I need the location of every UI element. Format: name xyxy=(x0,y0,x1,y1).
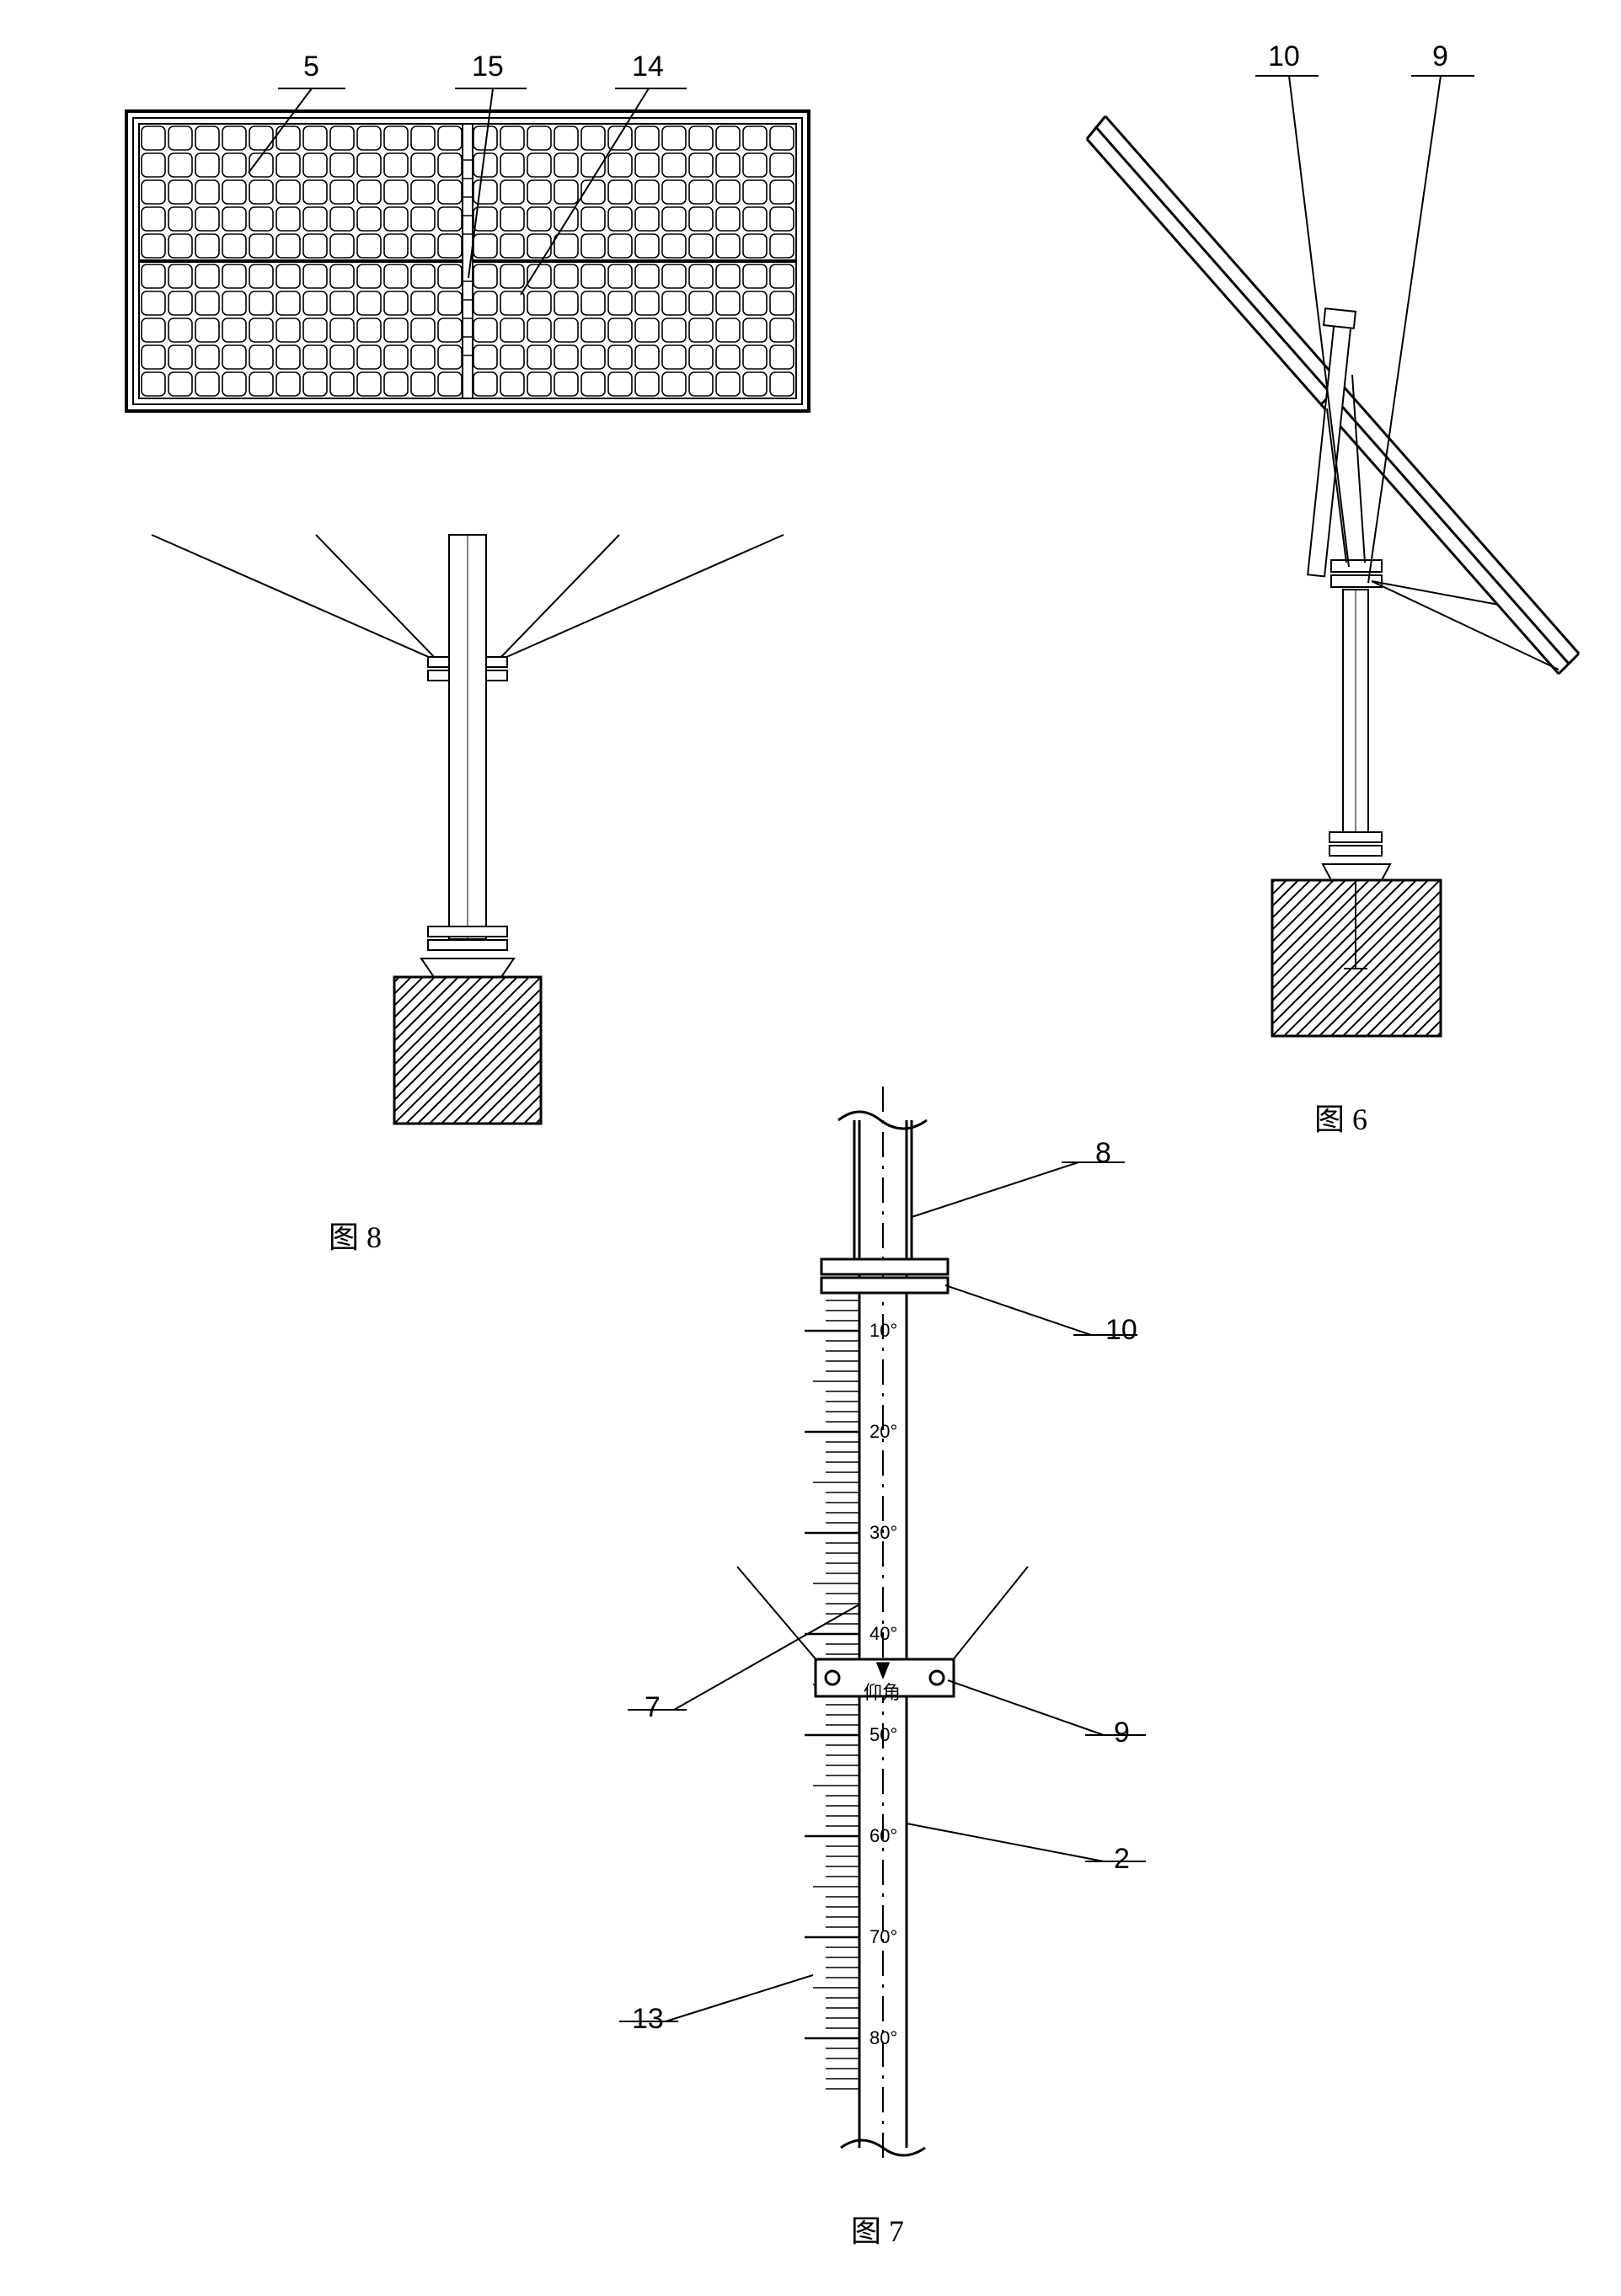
page: 5 15 14 图 8 xyxy=(17,17,1604,2279)
svg-text:70°: 70° xyxy=(869,1926,897,1947)
fig6-callout-10: 10 xyxy=(1268,40,1300,73)
fig8-label: 图 8 xyxy=(329,1213,382,1257)
fig7-callout-8: 8 xyxy=(1095,1137,1111,1170)
fig8-callout-14: 14 xyxy=(632,51,664,83)
svg-text:10°: 10° xyxy=(869,1320,897,1341)
fig7-callout-7: 7 xyxy=(645,1691,661,1724)
fig8-callout-15: 15 xyxy=(472,51,504,83)
svg-text:50°: 50° xyxy=(869,1724,897,1745)
fig6-svg xyxy=(969,42,1609,1162)
fig7-label: 图 7 xyxy=(851,2207,904,2251)
fig8-svg xyxy=(25,42,910,1221)
fig7-callout-13: 13 xyxy=(632,2003,664,2036)
fig7-indicator-label: 仰角 xyxy=(864,1678,901,1705)
svg-text:80°: 80° xyxy=(869,2027,897,2048)
fig7-callout-10: 10 xyxy=(1105,1314,1137,1347)
fig7-callout-2: 2 xyxy=(1114,1843,1130,1876)
fig7-callout-9: 9 xyxy=(1114,1717,1130,1749)
fig7-svg: 10° 20° 30° 40° 50° 60° 70° 80° xyxy=(438,1070,1281,2232)
svg-text:30°: 30° xyxy=(869,1522,897,1543)
svg-text:20°: 20° xyxy=(869,1421,897,1442)
svg-text:40°: 40° xyxy=(869,1623,897,1644)
fig6-callout-9: 9 xyxy=(1432,40,1448,73)
svg-text:60°: 60° xyxy=(869,1825,897,1846)
fig8-callout-5: 5 xyxy=(303,51,319,83)
fig6-label: 图 6 xyxy=(1314,1095,1367,1139)
